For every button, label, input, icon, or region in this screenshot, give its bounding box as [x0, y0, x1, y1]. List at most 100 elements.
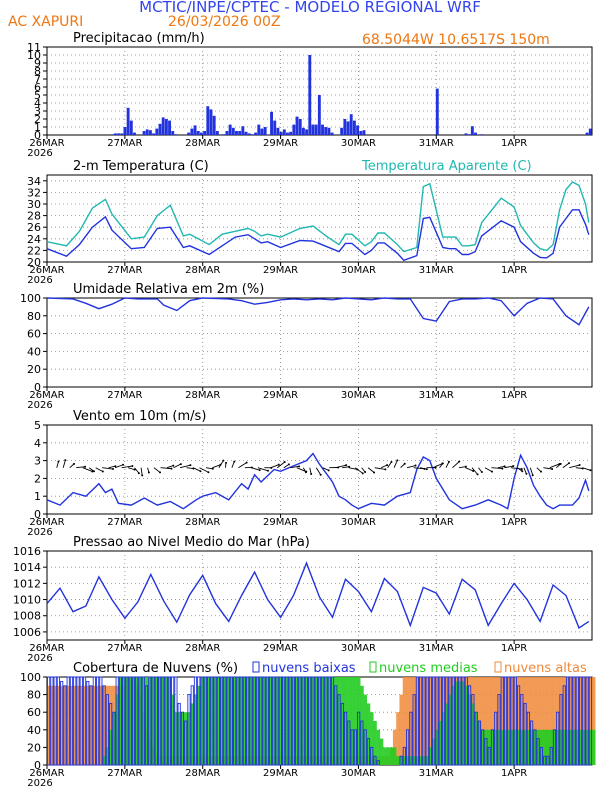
cloud-bar-mid	[559, 729, 563, 765]
cloud-bar-high	[402, 677, 407, 765]
cloud-bar-mid	[536, 729, 540, 765]
cloud-bar-mid	[370, 712, 374, 765]
wind-arrow	[134, 467, 140, 474]
wind-arrow-head	[233, 460, 236, 463]
panel-title: Precipitacao (mm/h)	[73, 31, 205, 46]
cloud-bar-high	[86, 685, 90, 765]
x-tick-label: 29MAR	[263, 517, 298, 528]
wind-arrow	[231, 461, 235, 468]
cloud-bar-mid	[223, 677, 227, 765]
cloud-bar-low	[164, 676, 168, 766]
cloud-bar-low	[79, 676, 83, 766]
cloud-bar-mid	[445, 703, 449, 765]
y-tick-label: 100	[20, 671, 41, 684]
cloud-bar-high	[425, 677, 430, 765]
y-tick-label: 9	[34, 57, 41, 70]
y-tick-label: 80	[27, 689, 41, 702]
x-year-label: 2026	[27, 148, 52, 159]
x-tick-label: 26MAR	[29, 390, 64, 401]
wind-arrow	[296, 467, 307, 473]
precip-bar	[308, 55, 312, 135]
wind-arrow	[173, 463, 182, 469]
precip-bar	[467, 134, 471, 135]
x-tick-label: 31MAR	[419, 138, 454, 149]
cloud-bar-mid	[154, 677, 159, 765]
cloud-bar-high	[66, 685, 71, 765]
cloud-bar-low	[141, 676, 145, 766]
precip-bar	[327, 127, 331, 135]
cloud-bar-mid	[118, 677, 123, 765]
x-tick-label: 27MAR	[107, 265, 142, 276]
y-tick-label: 3	[34, 455, 41, 468]
cloud-bar-mid	[379, 738, 384, 765]
wind-arrow-head	[512, 465, 515, 468]
cloud-bar-high	[92, 685, 97, 765]
panel-frame	[46, 550, 593, 641]
wind-arrow	[517, 467, 523, 472]
cloud-bar-mid	[255, 677, 260, 765]
cloud-bar-low	[582, 676, 586, 766]
cloud-bar-high	[79, 685, 84, 765]
cloud-bar-low	[76, 676, 80, 766]
cloud-bar-mid	[148, 677, 152, 765]
cloud-bar-high	[582, 677, 586, 765]
cloud-bar-mid	[167, 677, 172, 765]
cloud-bar-low	[193, 676, 198, 766]
cloud-bar-mid	[239, 677, 244, 765]
cloud-bar-low	[490, 729, 495, 766]
y-tick-label: 1	[34, 490, 41, 503]
y-tick-label: 24	[27, 233, 41, 246]
cloud-bar-mid	[575, 729, 580, 765]
cloud-bar-high	[102, 685, 106, 765]
cloud-bar-low	[60, 680, 64, 766]
cloud-bar-mid	[494, 729, 498, 765]
cloud-bar-low	[366, 738, 371, 766]
cloud-bar-high	[63, 685, 67, 765]
wind-arrow	[354, 467, 364, 474]
x-year-label: 2026	[27, 527, 52, 538]
precip-bar	[292, 124, 296, 135]
precip-bar	[362, 130, 366, 135]
cloud-bar-low	[556, 711, 560, 766]
wind-arrow-head	[396, 459, 399, 462]
cloud-bar-low	[223, 676, 227, 766]
cloud-bar-high	[95, 685, 100, 765]
cloud-bar-low	[494, 711, 498, 766]
cloud-bar-low	[422, 676, 426, 766]
cloud-bar-high	[592, 677, 596, 765]
cloud-bar-low	[220, 676, 224, 766]
wind-arrow-head	[578, 464, 581, 467]
cloud-bar-mid	[311, 677, 315, 765]
wind-arrow	[432, 463, 443, 469]
wind-arrow	[562, 462, 570, 469]
wind-arrow-head	[179, 463, 182, 466]
y-tick-label: 80	[27, 310, 41, 323]
cloud-bar-high	[526, 677, 531, 765]
cloud-bar-high	[73, 685, 77, 765]
wind-arrow	[140, 467, 143, 476]
cloud-bar-low	[445, 676, 449, 766]
wind-arrow-head	[414, 464, 417, 467]
cloud-bar-low	[438, 676, 442, 766]
wind-arrow	[452, 461, 460, 469]
cloud-bar-mid	[543, 729, 547, 765]
precip-bar	[215, 131, 219, 135]
y-tick-label: 40	[27, 345, 41, 358]
precip-bar	[279, 131, 283, 135]
precip-bar	[152, 133, 156, 135]
x-tick-label: 28MAR	[185, 390, 220, 401]
cloud-bar-mid	[304, 677, 309, 765]
x-tick-label: 29MAR	[263, 138, 298, 149]
panel-title: Cobertura de Nuvens (%)	[73, 661, 238, 676]
y-tick-label: 1014	[13, 561, 41, 574]
cloud-bar-mid	[438, 721, 443, 765]
cloud-bar-high	[546, 677, 550, 765]
cloud-bar-low	[536, 738, 540, 766]
precip-bar	[273, 120, 277, 135]
cloud-bar-low	[161, 676, 165, 766]
cloud-bar-mid	[585, 729, 589, 765]
wind-arrow-head	[551, 468, 554, 471]
wind-arrow	[419, 467, 427, 470]
cloud-bar-high	[585, 677, 589, 765]
